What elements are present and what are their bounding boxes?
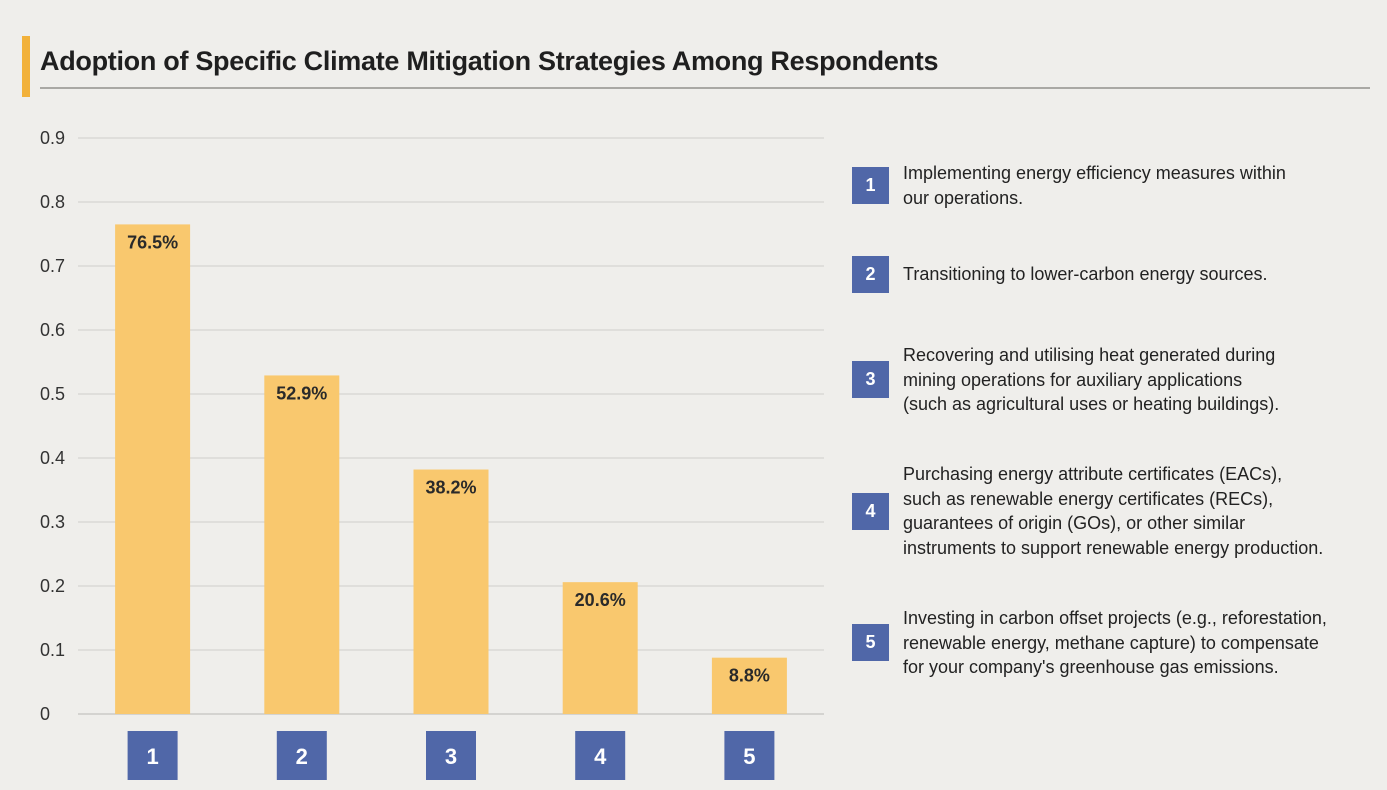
chart-title: Adoption of Specific Climate Mitigation … (40, 46, 939, 76)
legend-badge-5: 5 (852, 624, 889, 662)
legend-text-2: Transitioning to lower-carbon energy sou… (903, 264, 1268, 285)
title-divider (40, 87, 1370, 89)
legend-item-4: 4 Purchasing energy attribute certificat… (852, 462, 1363, 560)
x-tick-badge-3 (426, 731, 476, 780)
x-tick-label-5: 5 (743, 744, 755, 769)
legend-item-1: 1 Implementing energy efficiency measure… (852, 161, 1363, 210)
legend-badge-1: 1 (852, 167, 889, 204)
x-tick-badge-2 (276, 731, 327, 780)
y-tick-label-0.3: 0.3 (40, 512, 65, 532)
bar-5 (711, 657, 787, 714)
data-label-5: 8.8% (729, 666, 770, 686)
x-tick-label-1: 1 (146, 744, 158, 769)
legend-text-4: Purchasing energy attribute certificates… (903, 464, 1324, 558)
legend-text-3: Recovering and utilising heat generated … (903, 345, 1280, 414)
data-label-4: 20.6% (575, 590, 626, 610)
y-tick-label-0.5: 0.5 (40, 384, 65, 404)
x-tick-badge-5 (724, 731, 775, 780)
x-tick-label-2: 2 (296, 744, 308, 769)
x-tick-label-4: 4 (594, 744, 607, 769)
x-tick-label-3: 3 (445, 744, 457, 769)
bar-2 (264, 375, 340, 714)
legend-badge-4: 4 (852, 492, 889, 530)
data-label-3: 38.2% (425, 478, 476, 498)
y-tick-label-0.6: 0.6 (40, 320, 65, 340)
y-tick-label-0: 0 (40, 704, 50, 724)
x-tick-badge-1 (127, 731, 178, 780)
y-tick-label-0.8: 0.8 (40, 192, 65, 212)
y-tick-label-0.2: 0.2 (40, 576, 65, 596)
y-tick-label-0.7: 0.7 (40, 256, 65, 276)
legend-badge-2: 2 (852, 256, 889, 293)
y-tick-label-0.4: 0.4 (40, 448, 65, 468)
y-tick-label-0.9: 0.9 (40, 128, 65, 148)
bar-3 (413, 469, 489, 714)
legend-item-3: 3 Recovering and utilising heat generate… (852, 343, 1363, 417)
legend-text-1: Implementing energy efficiency measures … (903, 163, 1286, 208)
data-label-1: 76.5% (127, 232, 178, 252)
title-accent-bar (22, 36, 30, 97)
legend-badge-3: 3 (852, 361, 889, 399)
bar-4 (562, 582, 638, 714)
legend-item-5: 5 Investing in carbon offset projects (e… (852, 606, 1363, 680)
data-label-2: 52.9% (276, 383, 327, 403)
bar-1 (115, 224, 191, 714)
y-tick-label-0.1: 0.1 (40, 640, 65, 660)
legend-text-5: Investing in carbon offset projects (e.g… (903, 608, 1327, 677)
x-tick-badge-4 (575, 731, 626, 780)
legend-item-2: 2 Transitioning to lower-carbon energy s… (852, 256, 1363, 293)
